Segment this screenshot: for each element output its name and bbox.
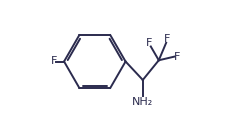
- Text: F: F: [146, 38, 152, 48]
- Text: NH₂: NH₂: [132, 97, 153, 107]
- Text: F: F: [164, 34, 171, 44]
- Text: F: F: [50, 56, 57, 67]
- Text: F: F: [174, 52, 180, 62]
